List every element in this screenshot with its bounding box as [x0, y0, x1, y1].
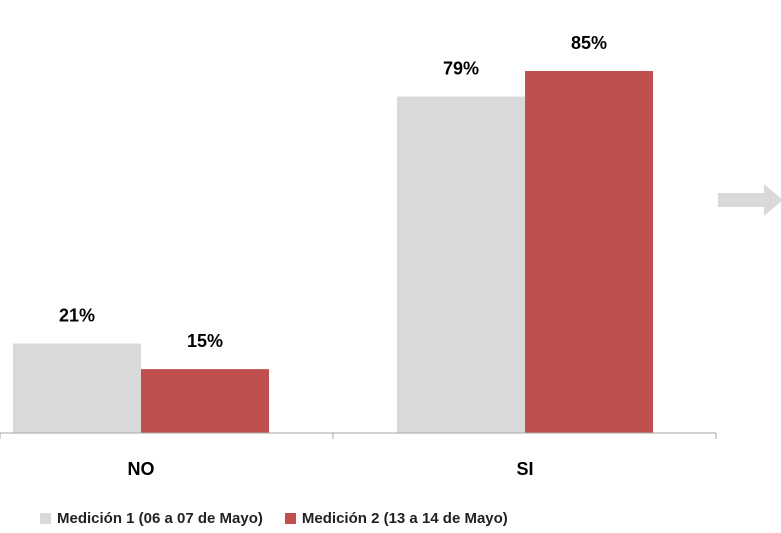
bar-no-medicion-1: [13, 343, 141, 433]
bar-si-medicion-1: [397, 96, 525, 433]
bar-no-medicion-2: [141, 369, 269, 433]
bar-si-medicion-2: [525, 71, 653, 433]
legend-swatch-medicion-2: [284, 512, 296, 524]
legend: Medición 1 (06 a 07 de Mayo) Medición 2 …: [40, 508, 740, 528]
category-label-si: SI: [516, 459, 533, 479]
data-label-si-medicion-1: 79%: [443, 59, 479, 79]
bar-chart: 21% 79% 15% 85% NO SI: [0, 33, 781, 479]
category-label-no: NO: [128, 459, 155, 479]
data-label-no-medicion-2: 15%: [187, 331, 223, 351]
data-label-no-medicion-1: 21%: [59, 306, 95, 326]
legend-item-medicion-1: Medición 1 (06 a 07 de Mayo): [40, 510, 263, 527]
legend-label-medicion-1: Medición 1 (06 a 07 de Mayo): [57, 509, 263, 527]
data-label-si-medicion-2: 85%: [571, 33, 607, 53]
bars-group: 21% 79% 15% 85%: [13, 33, 653, 433]
legend-label-medicion-2: Medición 2 (13 a 14 de Mayo): [301, 509, 508, 527]
legend-item-medicion-2: Medición 2 (13 a 14 de Mayo): [284, 509, 508, 527]
right-arrow-icon: [718, 184, 781, 216]
legend-swatch-medicion-1: [40, 512, 51, 524]
